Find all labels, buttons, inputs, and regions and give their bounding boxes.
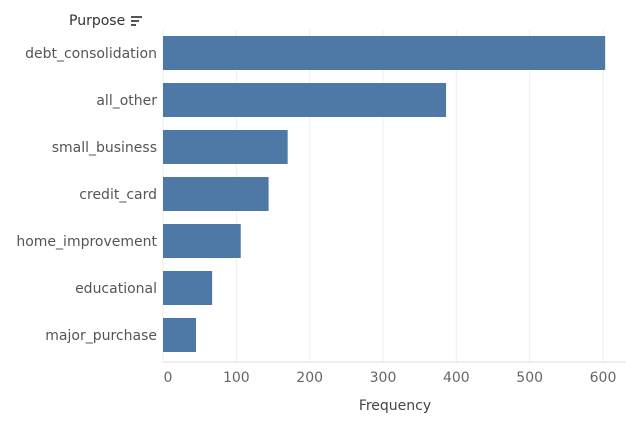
- bar-major-purchase[interactable]: [163, 318, 196, 352]
- x-tick-labels: 0 100 200 300 400 500 600: [164, 370, 617, 386]
- x-tick-label: 400: [443, 370, 470, 386]
- category-label-debt-consolidation: debt_consolidation: [25, 46, 157, 62]
- x-tick-label: 0: [164, 370, 173, 386]
- category-label-home-improvement: home_improvement: [16, 234, 157, 250]
- bar-home-improvement[interactable]: [163, 224, 241, 258]
- x-tick-label: 200: [296, 370, 323, 386]
- x-tick-label: 500: [516, 370, 543, 386]
- chart-header: Purpose: [69, 13, 142, 29]
- bars: [163, 36, 606, 352]
- category-label-major-purchase: major_purchase: [45, 328, 157, 344]
- x-tick-label: 100: [223, 370, 250, 386]
- category-labels: debt_consolidation all_other small_busines…: [16, 46, 157, 344]
- bar-educational[interactable]: [163, 271, 213, 305]
- category-label-small-business: small_business: [52, 140, 157, 156]
- bar-small-business[interactable]: [163, 130, 288, 164]
- x-tick-label: 600: [590, 370, 617, 386]
- category-label-educational: educational: [75, 281, 157, 297]
- row-header-purpose[interactable]: Purpose: [69, 13, 125, 29]
- x-axis-title: Frequency: [359, 398, 431, 414]
- bar-credit-card[interactable]: [163, 177, 269, 211]
- category-label-all-other: all_other: [96, 93, 157, 109]
- bar-all-other[interactable]: [163, 83, 447, 117]
- sort-descending-icon[interactable]: [131, 16, 142, 26]
- bar-debt-consolidation[interactable]: [163, 36, 606, 70]
- category-label-credit-card: credit_card: [79, 187, 157, 203]
- x-tick-label: 300: [370, 370, 397, 386]
